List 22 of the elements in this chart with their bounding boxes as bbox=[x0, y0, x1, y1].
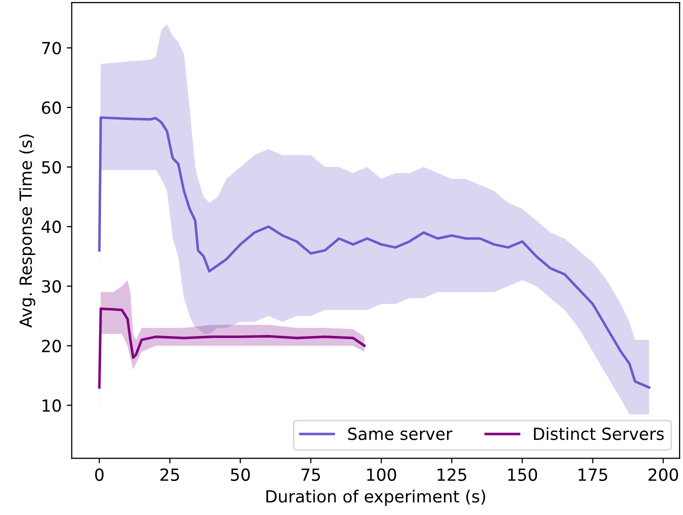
line-series bbox=[98, 308, 366, 389]
x-tick-label: 150 bbox=[508, 468, 538, 481]
y-tick-label: 30 bbox=[42, 280, 61, 293]
x-tick-label: 25 bbox=[160, 468, 179, 481]
y-tick-label: 60 bbox=[42, 101, 61, 114]
x-tick-label: 75 bbox=[302, 468, 320, 481]
y-tick-label: 40 bbox=[42, 220, 61, 234]
x-tick-label: 100 bbox=[367, 468, 396, 481]
legend-label: Distinct Servers bbox=[534, 427, 664, 440]
legend-label: Same server bbox=[348, 428, 452, 440]
x-tick-label: 50 bbox=[231, 468, 250, 481]
x-axis-title: Duration of experiment (s) bbox=[266, 490, 486, 506]
y-tick-label: 10 bbox=[42, 399, 61, 412]
y-tick-label: 20 bbox=[42, 340, 61, 352]
x-tick-label: 175 bbox=[578, 468, 608, 481]
x-tick-label: 125 bbox=[438, 468, 466, 481]
x-tick-label: 0 bbox=[95, 468, 104, 481]
y-tick-label: 50 bbox=[42, 160, 61, 174]
line-series bbox=[98, 116, 650, 389]
y-tick-label: 70 bbox=[42, 42, 61, 54]
y-axis-title: Avg. Response Time (s) bbox=[19, 134, 36, 328]
x-tick-label: 200 bbox=[648, 468, 678, 481]
